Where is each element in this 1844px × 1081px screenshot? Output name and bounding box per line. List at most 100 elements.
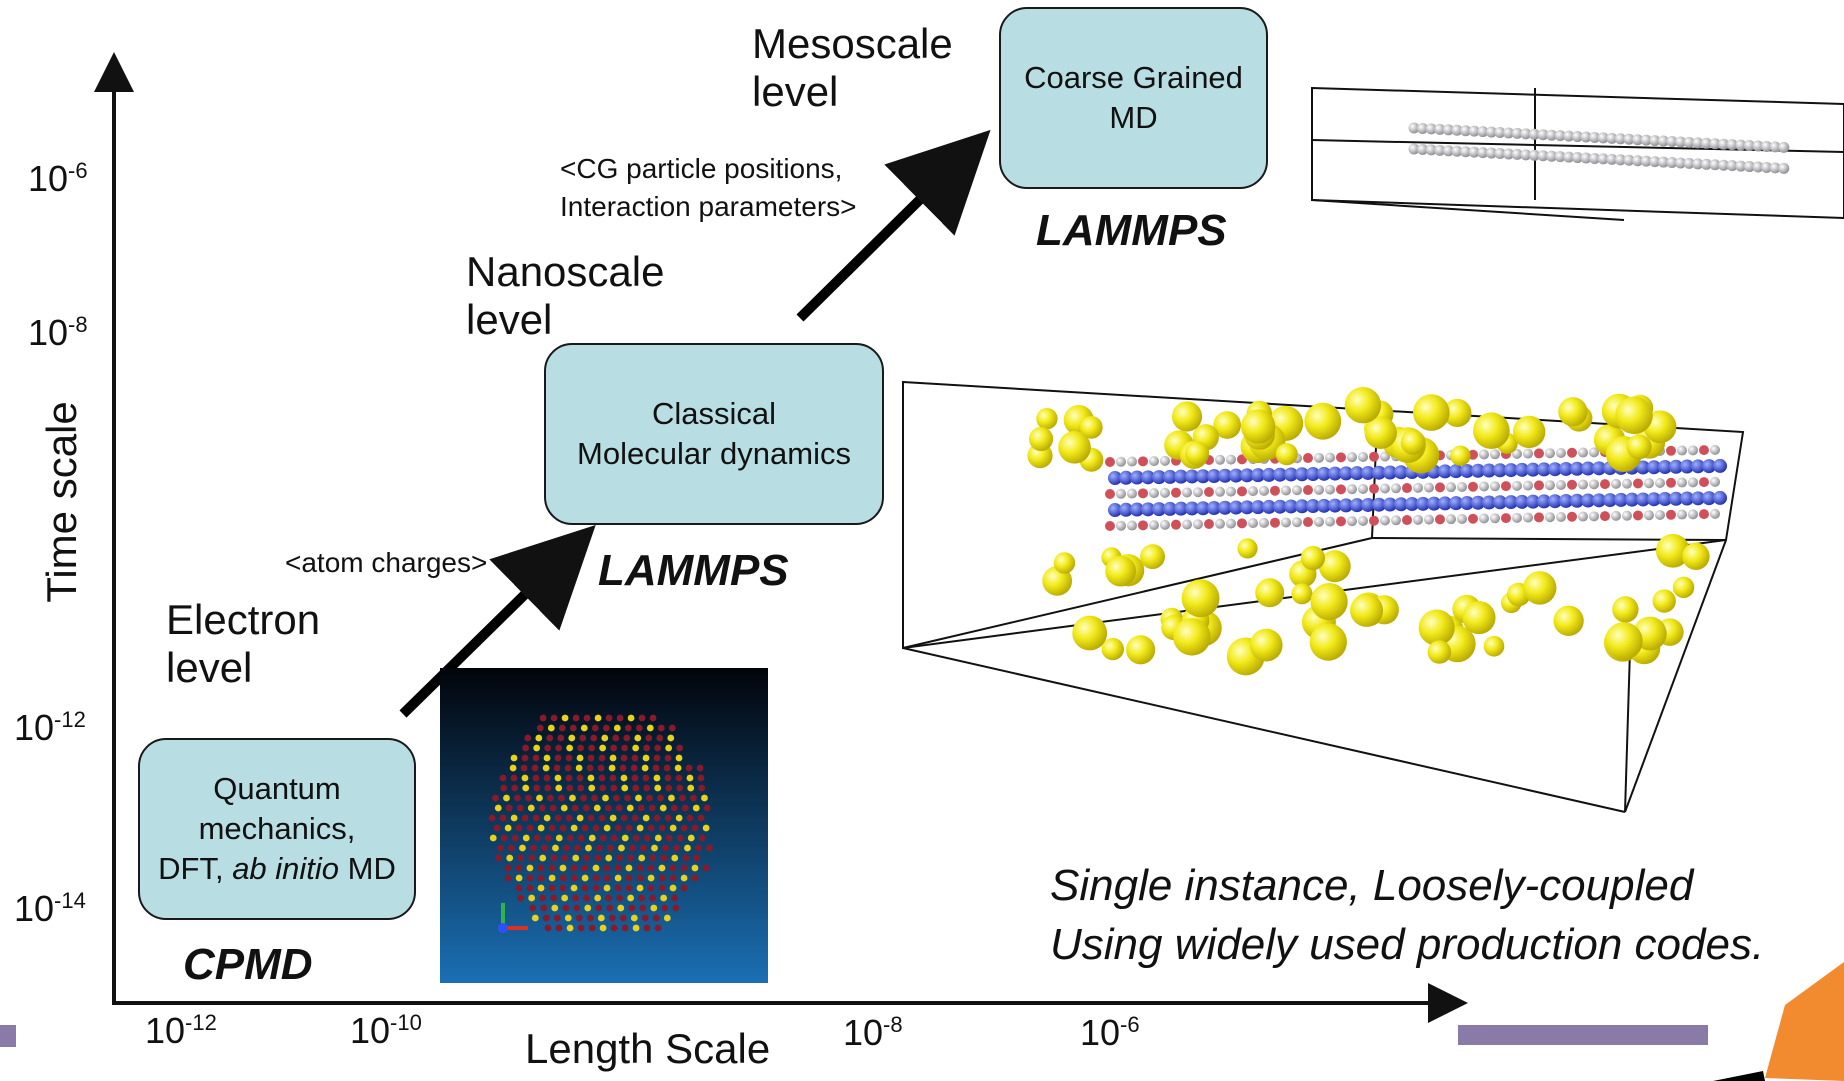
membrane-grey-atom (1358, 483, 1368, 494)
cluster-atom (642, 754, 650, 762)
cluster-atom (676, 744, 684, 752)
cluster-atom (505, 804, 513, 812)
cg-bead (1735, 139, 1747, 151)
membrane-grey-atom (1512, 512, 1522, 523)
cluster-atom (509, 764, 517, 772)
membrane-blue-atom (1669, 459, 1683, 474)
ion-sphere (1291, 583, 1313, 605)
membrane-grey-atom (1556, 511, 1566, 522)
cluster-atom (610, 834, 618, 842)
membrane-grey-atom (1292, 485, 1302, 496)
membrane-grey-atom (1710, 508, 1720, 519)
cluster-atom (658, 874, 666, 882)
cluster-atom (668, 724, 676, 732)
cg-bead (1718, 138, 1730, 150)
cluster-atom (591, 724, 599, 732)
membrane-blue-atom (1658, 492, 1672, 506)
membrane-grey-atom (1578, 447, 1588, 458)
membrane-grey-atom (1105, 457, 1115, 467)
ion-sphere (1213, 411, 1241, 439)
membrane-grey-atom (1534, 448, 1544, 459)
cluster-atom (638, 894, 646, 902)
cluster-atom (680, 864, 688, 872)
cluster-atom (621, 744, 629, 752)
membrane-blue-atom (1383, 465, 1397, 480)
cluster-atom (680, 824, 688, 832)
cluster-atom (632, 834, 640, 842)
cluster-atom (630, 764, 638, 772)
membrane-blue-atom (1691, 491, 1705, 506)
cluster-atom (514, 794, 521, 802)
cluster-atom (597, 914, 605, 922)
cg-bead (1700, 158, 1712, 170)
membrane-blue-atom (1240, 500, 1254, 515)
membrane-grey-atom (1545, 480, 1555, 491)
membrane-grey-atom (1468, 449, 1478, 460)
cg-bead (1709, 138, 1721, 150)
cluster-atom (639, 904, 647, 912)
cg-bead (1460, 146, 1472, 158)
cg-bead (1442, 124, 1454, 136)
cluster-atom (627, 894, 635, 902)
cluster-atom (643, 834, 651, 842)
cg-bead (1425, 144, 1437, 156)
membrane-grey-atom (1303, 453, 1313, 464)
cluster-atom (532, 814, 540, 822)
ion-sphere (1237, 538, 1258, 559)
cluster-atom (702, 824, 710, 832)
cluster-atom (665, 784, 673, 792)
cluster-atom (626, 804, 634, 812)
membrane-grey-atom (1479, 449, 1489, 460)
cg-bead (1735, 160, 1747, 172)
cluster-atom (662, 844, 669, 852)
cg-bead (1477, 126, 1489, 138)
membrane-grey-atom (1149, 488, 1159, 499)
cluster-atom (654, 744, 662, 752)
membrane-blue-atom (1196, 469, 1210, 484)
cluster-atom (581, 884, 589, 892)
cluster-atom (574, 844, 581, 852)
membrane-grey-atom (1171, 519, 1181, 530)
membrane-blue-atom (1163, 501, 1177, 516)
cg-bead (1752, 161, 1764, 173)
membrane-grey-atom (1127, 520, 1137, 531)
cluster-atom (614, 884, 622, 892)
cluster-atom (605, 854, 613, 862)
membrane-grey-atom (1226, 486, 1236, 497)
membrane-blue-atom (1537, 494, 1551, 509)
ion-sphere (1181, 579, 1220, 618)
membrane-grey-atom (1215, 454, 1225, 465)
cluster-atom (566, 744, 574, 752)
membrane-grey-atom (1611, 510, 1621, 521)
cluster-atom (608, 764, 616, 772)
cluster-atom (554, 814, 562, 822)
cg-bead (1460, 125, 1472, 137)
cluster-atom (665, 744, 673, 752)
membrane-grey-atom (1116, 456, 1126, 467)
cluster-atom (576, 774, 584, 782)
cluster-atom (607, 844, 614, 852)
membrane-blue-atom (1460, 463, 1474, 478)
ion-sphere (1255, 578, 1285, 608)
cluster-atom (654, 784, 662, 792)
membrane-blue-atom (1713, 490, 1727, 505)
cluster-atom (553, 914, 561, 922)
membrane-blue-atom (1339, 498, 1353, 513)
cg-bead (1623, 133, 1635, 145)
cluster-atom (637, 804, 645, 812)
cluster-atom (675, 754, 683, 762)
cluster-atom (551, 904, 559, 912)
membrane-grey-atom (1138, 520, 1148, 531)
membrane-blue-atom (1570, 461, 1584, 476)
membrane-blue-atom (1306, 467, 1320, 482)
membrane-blue-atom (1229, 468, 1243, 483)
cluster-atom (580, 724, 588, 732)
membrane-blue-atom (1504, 495, 1518, 510)
cluster-atom (597, 764, 605, 772)
cluster-atom (592, 874, 600, 882)
cluster-atom (544, 744, 552, 752)
cluster-atom (533, 784, 541, 792)
cluster-atom (511, 834, 519, 842)
cluster-atom (497, 844, 504, 852)
ion-sphere (1309, 623, 1347, 661)
